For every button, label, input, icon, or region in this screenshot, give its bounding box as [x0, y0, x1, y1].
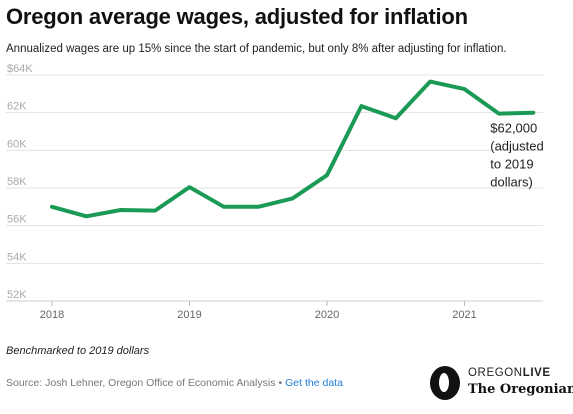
x-axis-ticks: 2018 2019 2020 2021 [40, 301, 477, 321]
series-line-wages [50, 79, 536, 219]
end-annotation: $62,000 (adjusted to 2019 dollars) [490, 121, 543, 190]
annotation-line: $62,000 [490, 121, 537, 136]
separator-dot: • [278, 377, 283, 389]
annotation-line: to 2019 [490, 157, 533, 172]
source-line: Source: Josh Lehner, Oregon Office of Ec… [6, 377, 343, 389]
y-tick-label: 62K [7, 101, 27, 113]
x-tick-label: 2018 [40, 309, 64, 321]
x-tick-label: 2021 [452, 309, 476, 321]
the-oregonian-wordmark: The Oregonian [468, 382, 573, 397]
y-tick-label: 52K [7, 289, 27, 301]
y-tick-label: 58K [7, 176, 27, 188]
y-tick-label: 54K [7, 251, 27, 263]
chart-title: Oregon average wages, adjusted for infla… [6, 4, 468, 29]
y-tick-label: 60K [7, 138, 27, 150]
annotation-line: (adjusted [490, 139, 543, 154]
y-tick-label: $64K [7, 63, 33, 75]
chart-subtitle: Annualized wages are up 15% since the st… [6, 43, 507, 55]
x-tick-label: 2019 [177, 309, 201, 321]
y-tick-label: 56K [7, 214, 27, 226]
x-tick-label: 2020 [315, 309, 339, 321]
series-points [51, 81, 534, 217]
oregonlive-logo: OREGONLIVE The Oregonian [430, 364, 573, 404]
y-axis-ticks: 52K 54K 56K 58K 60K 62K $64K [7, 63, 33, 301]
benchmark-note: Benchmarked to 2019 dollars [6, 345, 150, 357]
source-text: Source: Josh Lehner, Oregon Office of Ec… [6, 377, 276, 389]
get-the-data-link[interactable]: Get the data [285, 377, 343, 389]
annotation-line: dollars) [490, 175, 533, 190]
oregonlive-wordmark: OREGONLIVE [468, 367, 551, 379]
oregonian-o-icon [430, 366, 460, 400]
gridlines [6, 74, 543, 302]
